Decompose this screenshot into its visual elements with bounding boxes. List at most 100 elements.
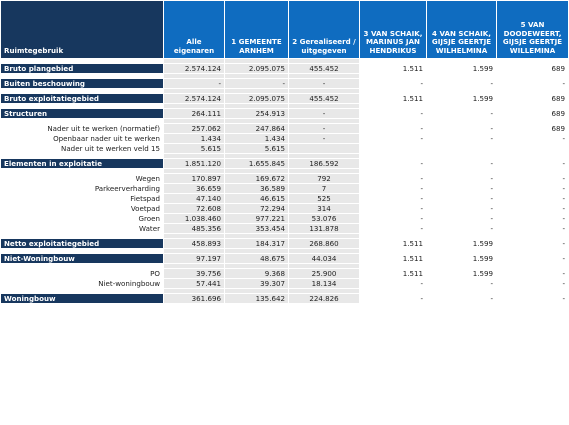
header-van-schaik-marinus: 3 VAN SCHAIK, MARINUS JAN HENDRIKUS (359, 0, 427, 59)
section-row: Bruto plangebied 2.574.124 2.095.075 455.45… (0, 63, 569, 74)
value-cell: - (359, 213, 427, 224)
value-cell: 2.095.075 (224, 93, 289, 104)
value-cell: - (496, 183, 569, 194)
value-cell: 36.659 (163, 183, 225, 194)
value-cell: - (426, 108, 497, 119)
spacer-row (0, 288, 569, 294)
table-row: Water 485.356 353.454 131.878- - - (0, 223, 569, 234)
value-cell: - (359, 123, 427, 134)
table-row: Nader uit te werken veld 15 5.615 5.615 (0, 143, 569, 154)
spacer-row (0, 73, 569, 79)
value-cell: - (359, 78, 427, 89)
value-cell: 47.140 (163, 193, 225, 204)
row-label: Voetpad (0, 203, 164, 214)
section-row: Niet-Woningbouw 97.197 48.675 44.034 1.511 1.… (0, 253, 569, 264)
value-cell: - (496, 223, 569, 234)
value-cell: 186.592 (288, 158, 360, 169)
spacer-row (0, 118, 569, 124)
value-cell: - (496, 238, 569, 249)
value-cell: 257.062 (163, 123, 225, 134)
value-cell: - (426, 223, 497, 234)
value-cell: 9.368 (224, 268, 289, 279)
value-cell: - (496, 213, 569, 224)
header-row: Ruimtegebruik Alle eigenaren 1 GEMEENTE … (0, 0, 569, 59)
value-cell: 53.076 (288, 213, 360, 224)
table-row: Groen 1.038.460 977.221 53.076- - - (0, 213, 569, 224)
header-ruimtegebruik: Ruimtegebruik (0, 0, 164, 59)
value-cell: 1.511 (359, 93, 427, 104)
value-cell: - (359, 223, 427, 234)
row-label: Bruto plangebied (0, 63, 164, 74)
table-row: PO 39.756 9.368 25.900 1.511 1.599- (0, 268, 569, 279)
value-cell: - (359, 293, 427, 304)
value-cell: 169.672 (224, 173, 289, 184)
value-cell: 131.878 (288, 223, 360, 234)
value-cell: 44.034 (288, 253, 360, 264)
table-row: Wegen 170.897 169.672 792- - - (0, 173, 569, 184)
table-row: Nader uit te werken (normatief) 257.062 24… (0, 123, 569, 134)
value-cell: 1.511 (359, 63, 427, 74)
value-cell: 135.642 (224, 293, 289, 304)
value-cell: - (426, 173, 497, 184)
value-cell: - (359, 183, 427, 194)
header-alle-eigenaren: Alle eigenaren (163, 0, 225, 59)
section-row: Elementen in exploitatie 1.851.120 1.655.8… (0, 158, 569, 169)
row-label: Fietspad (0, 193, 164, 204)
value-cell: - (426, 213, 497, 224)
spacer-row (0, 168, 569, 174)
ruimtegebruik-table: Ruimtegebruik Alle eigenaren 1 GEMEENTE … (0, 0, 569, 304)
section-row: Bruto exploitatiegebied 2.574.124 2.095.07… (0, 93, 569, 104)
value-cell: - (426, 193, 497, 204)
row-label: Woningbouw (0, 293, 164, 304)
row-label: Groen (0, 213, 164, 224)
value-cell: 689 (496, 123, 569, 134)
value-cell: - (496, 293, 569, 304)
value-cell: - (359, 173, 427, 184)
value-cell (426, 143, 497, 154)
value-cell: 1.511 (359, 238, 427, 249)
value-cell: - (496, 173, 569, 184)
value-cell: - (496, 133, 569, 144)
value-cell: 224.826 (288, 293, 360, 304)
value-cell: 72.608 (163, 203, 225, 214)
value-cell: 485.356 (163, 223, 225, 234)
value-cell: 689 (496, 93, 569, 104)
section-row: Woningbouw 361.696 135.642 224.826- - - (0, 293, 569, 304)
value-cell: - (224, 78, 289, 89)
value-cell: 268.860 (288, 238, 360, 249)
value-cell: - (496, 253, 569, 264)
value-cell: - (496, 158, 569, 169)
value-cell: 1.599 (426, 238, 497, 249)
value-cell: - (496, 193, 569, 204)
value-cell: 5.615 (163, 143, 225, 154)
value-cell: 184.317 (224, 238, 289, 249)
row-label: Parkeerverharding (0, 183, 164, 194)
value-cell: - (426, 203, 497, 214)
value-cell (288, 143, 360, 154)
value-cell: 2.095.075 (224, 63, 289, 74)
value-cell: 1.511 (359, 253, 427, 264)
table-row: Parkeerverharding 36.659 36.589 7- - - (0, 183, 569, 194)
value-cell: 689 (496, 63, 569, 74)
value-cell: 170.897 (163, 173, 225, 184)
spacer-row (0, 153, 569, 159)
value-cell: - (359, 193, 427, 204)
value-cell: 57.441 (163, 278, 225, 289)
value-cell: 792 (288, 173, 360, 184)
row-label: Wegen (0, 173, 164, 184)
value-cell: - (496, 268, 569, 279)
table-row: Openbaar nader uit te werken 1.434 1.434- -… (0, 133, 569, 144)
value-cell: 7 (288, 183, 360, 194)
spacer-row (0, 103, 569, 109)
value-cell: - (288, 108, 360, 119)
value-cell: 689 (496, 108, 569, 119)
value-cell: 36.589 (224, 183, 289, 194)
row-label: Openbaar nader uit te werken (0, 133, 164, 144)
row-label: Bruto exploitatiegebied (0, 93, 164, 104)
row-label: Nader uit te werken (normatief) (0, 123, 164, 134)
row-label: Buiten beschouwing (0, 78, 164, 89)
value-cell: 97.197 (163, 253, 225, 264)
value-cell: 361.696 (163, 293, 225, 304)
value-cell: 1.599 (426, 253, 497, 264)
value-cell: - (496, 278, 569, 289)
